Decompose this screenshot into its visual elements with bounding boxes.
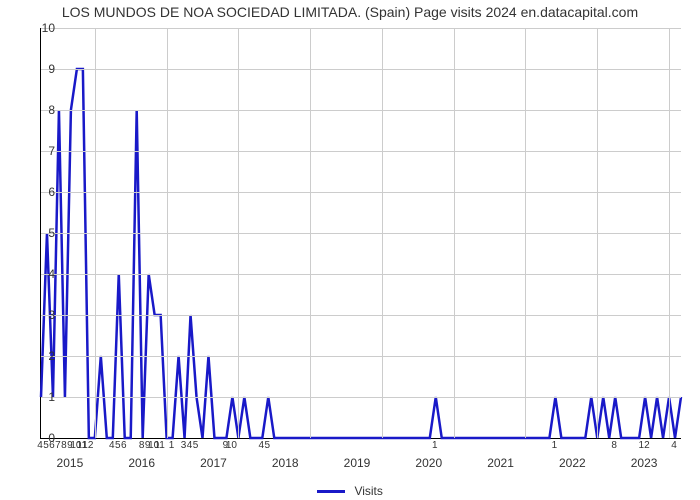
xtick-minor: 7 xyxy=(55,440,61,451)
gridline-h xyxy=(41,274,681,275)
xtick-year: 2023 xyxy=(631,456,658,470)
ytick-label: 8 xyxy=(25,103,55,117)
chart-title: LOS MUNDOS DE NOA SOCIEDAD LIMITADA. (Sp… xyxy=(0,4,700,20)
gridline-v xyxy=(382,28,383,438)
xtick-minor: 4 xyxy=(187,440,193,451)
xtick-minor: 12 xyxy=(82,440,93,451)
xtick-minor: 5 xyxy=(115,440,121,451)
ytick-label: 7 xyxy=(25,144,55,158)
xtick-minor: 10 xyxy=(226,440,237,451)
xtick-minor: 5 xyxy=(193,440,199,451)
xtick-minor: 1 xyxy=(552,440,558,451)
xtick-minor: 4 xyxy=(259,440,265,451)
ytick-label: 5 xyxy=(25,226,55,240)
xtick-year: 2020 xyxy=(415,456,442,470)
xtick-minor: 4 xyxy=(37,440,43,451)
xtick-minor: 12 xyxy=(639,440,650,451)
ytick-label: 9 xyxy=(25,62,55,76)
xtick-year: 2015 xyxy=(57,456,84,470)
ytick-label: 4 xyxy=(25,267,55,281)
gridline-v xyxy=(310,28,311,438)
xtick-minor: 4 xyxy=(671,440,677,451)
ytick-label: 6 xyxy=(25,185,55,199)
visits-chart: LOS MUNDOS DE NOA SOCIEDAD LIMITADA. (Sp… xyxy=(0,0,700,500)
gridline-v xyxy=(597,28,598,438)
xtick-minor: 3 xyxy=(181,440,187,451)
gridline-v xyxy=(238,28,239,438)
gridline-v xyxy=(95,28,96,438)
ytick-label: 1 xyxy=(25,390,55,404)
xtick-year: 2021 xyxy=(487,456,514,470)
xtick-year: 2019 xyxy=(344,456,371,470)
xtick-minor: 8 xyxy=(611,440,617,451)
gridline-v xyxy=(454,28,455,438)
xtick-year: 2016 xyxy=(128,456,155,470)
xtick-minor: 6 xyxy=(49,440,55,451)
xtick-minor: 6 xyxy=(121,440,127,451)
gridline-h xyxy=(41,28,681,29)
gridline-h xyxy=(41,69,681,70)
xtick-minor: 1 xyxy=(169,440,175,451)
plot-area xyxy=(40,28,681,439)
gridline-h xyxy=(41,110,681,111)
xtick-minor: 8 xyxy=(61,440,67,451)
gridline-h xyxy=(41,151,681,152)
xtick-minor: 5 xyxy=(265,440,271,451)
gridline-h xyxy=(41,397,681,398)
xtick-minor: 11 xyxy=(154,440,164,451)
gridline-h xyxy=(41,233,681,234)
xtick-minor: 5 xyxy=(43,440,49,451)
xtick-year: 2018 xyxy=(272,456,299,470)
legend: Visits xyxy=(0,484,700,498)
xtick-year: 2017 xyxy=(200,456,227,470)
xtick-year: 2022 xyxy=(559,456,586,470)
xtick-minor: 8 xyxy=(139,440,145,451)
gridline-v xyxy=(525,28,526,438)
gridline-v xyxy=(669,28,670,438)
gridline-h xyxy=(41,192,681,193)
gridline-h xyxy=(41,315,681,316)
ytick-label: 3 xyxy=(25,308,55,322)
ytick-label: 10 xyxy=(25,21,55,35)
legend-swatch xyxy=(317,490,345,493)
legend-label: Visits xyxy=(354,484,382,498)
ytick-label: 2 xyxy=(25,349,55,363)
gridline-v xyxy=(167,28,168,438)
xtick-minor: 4 xyxy=(109,440,115,451)
gridline-h xyxy=(41,356,681,357)
xtick-minor: 1 xyxy=(432,440,438,451)
